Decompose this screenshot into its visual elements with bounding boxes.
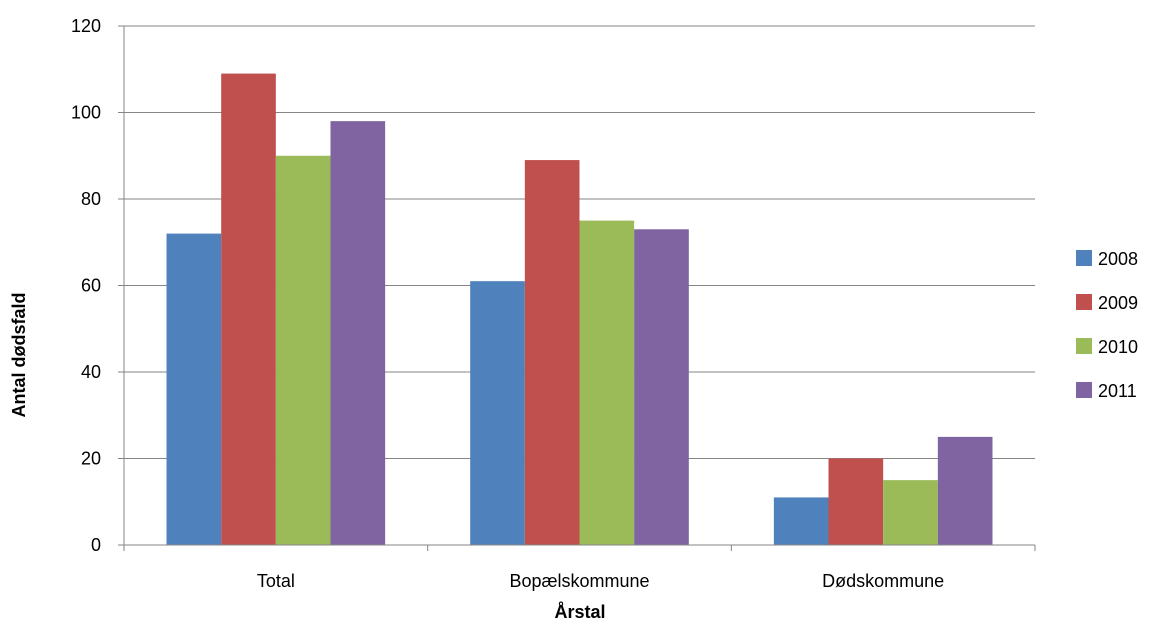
bar-2008-0 <box>166 233 222 545</box>
bar-2008-2 <box>773 497 829 545</box>
legend-swatch-2010 <box>1076 338 1092 354</box>
bar-2010-1 <box>579 220 635 545</box>
legend: 2008 2009 2010 2011 <box>1076 249 1138 401</box>
bar-2011-1 <box>634 229 689 545</box>
y-tick-label: 60 <box>81 276 101 296</box>
bar-2011-0 <box>330 121 386 546</box>
legend-swatch-2008 <box>1076 250 1092 266</box>
legend-swatch-2009 <box>1076 294 1092 310</box>
axes <box>118 25 1036 551</box>
bar-2010-0 <box>275 155 331 545</box>
bars <box>166 73 993 546</box>
y-tick-label: 100 <box>71 103 101 123</box>
y-tick-label: 80 <box>81 189 101 209</box>
legend-label-2009: 2009 <box>1098 293 1138 313</box>
y-tick-label: 40 <box>81 362 101 382</box>
legend-swatch-2011 <box>1076 382 1092 398</box>
x-category-label: Dødskommune <box>822 571 944 591</box>
y-tick-label: 120 <box>71 16 101 36</box>
x-category-label: Bopælskommune <box>509 571 649 591</box>
legend-label-2010: 2010 <box>1098 337 1138 357</box>
bar-2011-2 <box>937 436 993 545</box>
x-category-labels: Total Bopælskommune Dødskommune <box>257 571 944 591</box>
y-axis-title: Antal dødsfald <box>9 293 29 418</box>
legend-label-2008: 2008 <box>1098 249 1138 269</box>
x-axis-title: Årstal <box>554 602 605 622</box>
y-tick-label: 0 <box>91 535 101 555</box>
bar-2010-2 <box>883 480 938 545</box>
x-category-label: Total <box>257 571 295 591</box>
bar-2009-1 <box>524 160 580 545</box>
bar-2009-0 <box>221 73 276 545</box>
y-tick-labels: 0 20 40 60 80 100 120 <box>71 16 101 555</box>
bar-2008-1 <box>470 281 525 545</box>
bar-2009-2 <box>828 458 884 545</box>
y-tick-label: 20 <box>81 449 101 469</box>
legend-label-2011: 2011 <box>1098 381 1137 401</box>
